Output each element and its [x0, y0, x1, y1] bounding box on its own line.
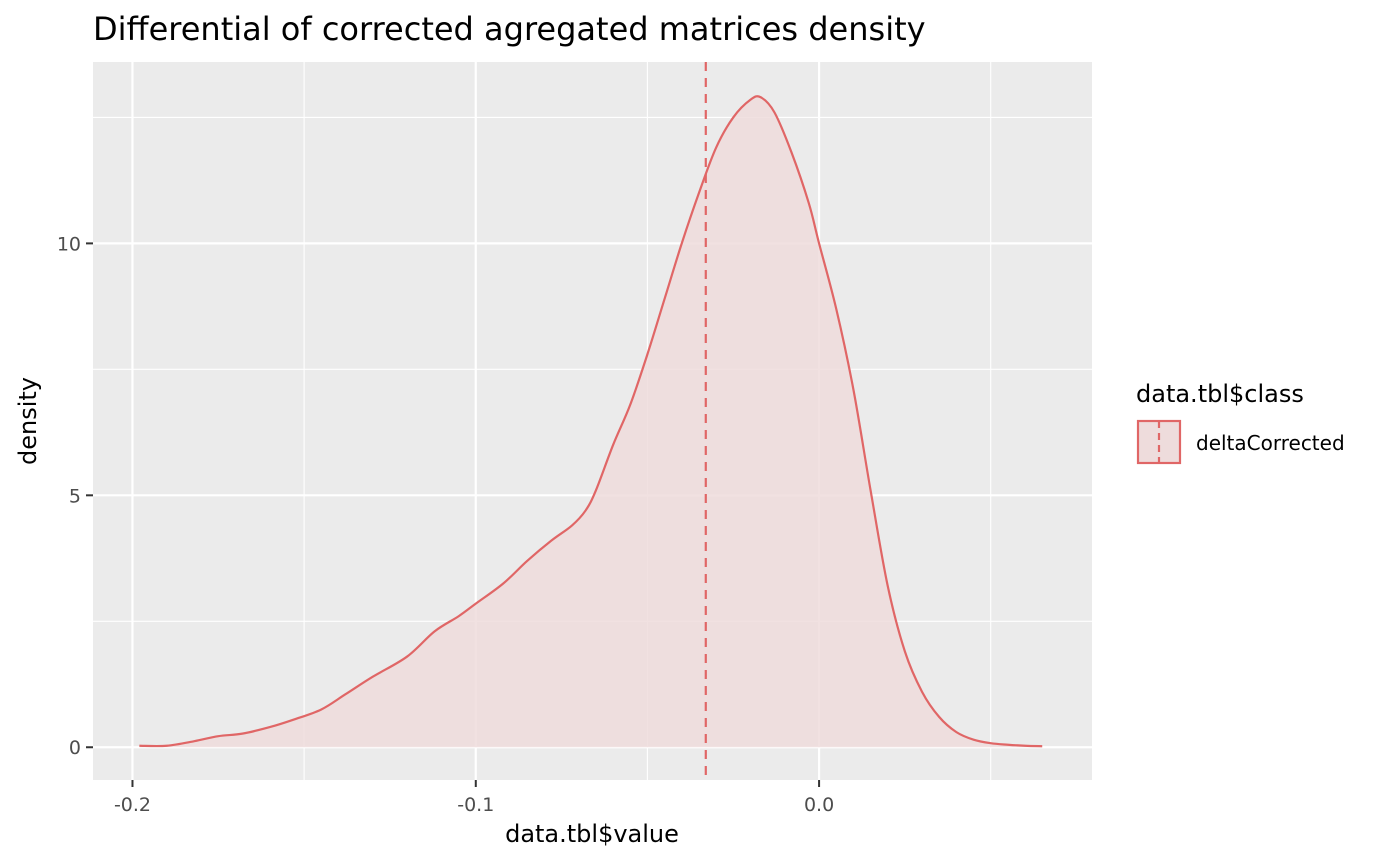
legend-key-deltaCorrected [1136, 419, 1182, 465]
y-tick-label: 5 [69, 485, 81, 507]
y-axis-label: density [14, 377, 42, 465]
legend-entry-label: deltaCorrected [1196, 431, 1345, 455]
density-area [139, 96, 1043, 748]
chart-title: Differential of corrected agregated matr… [93, 10, 926, 48]
x-axis-label: data.tbl$value [505, 820, 679, 848]
density-line [139, 95, 1043, 748]
y-axis: 0 5 10 [57, 233, 93, 759]
y-tick-label: 0 [69, 737, 81, 759]
legend: data.tbl$class deltaCorrected [1136, 380, 1345, 465]
legend-title: data.tbl$class [1136, 380, 1304, 408]
x-tick-label: -0.1 [457, 794, 494, 816]
x-tick-label: 0.0 [804, 794, 834, 816]
density-layer [139, 95, 1043, 748]
x-axis: -0.2 -0.1 0.0 [114, 780, 834, 816]
y-tick-label: 10 [57, 233, 81, 255]
x-tick-label: -0.2 [114, 794, 151, 816]
